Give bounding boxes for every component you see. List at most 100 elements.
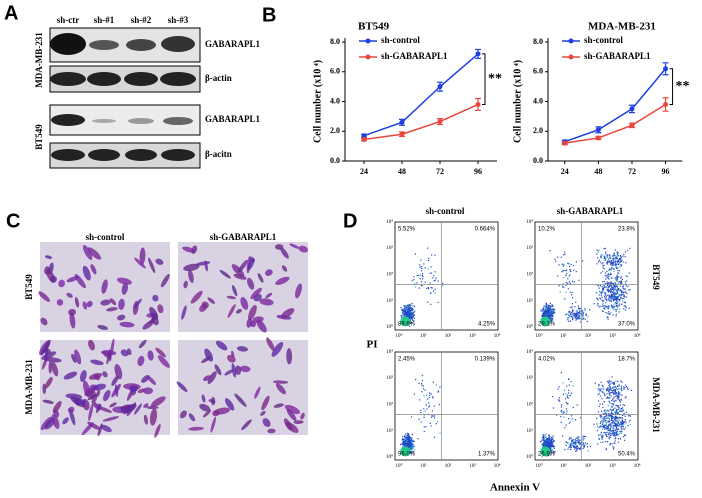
event <box>437 421 438 422</box>
event <box>407 308 408 309</box>
point <box>476 102 481 107</box>
event <box>608 436 609 437</box>
event <box>617 405 618 406</box>
event <box>572 318 573 319</box>
event <box>612 432 613 433</box>
event <box>408 315 409 316</box>
event <box>621 426 622 427</box>
event <box>606 393 607 394</box>
event <box>561 404 562 405</box>
event <box>600 256 601 257</box>
event <box>609 254 610 255</box>
quadrant-percent: 26.9% <box>538 452 556 458</box>
event <box>599 390 600 391</box>
event <box>549 315 550 316</box>
event <box>604 307 605 308</box>
event <box>435 289 436 290</box>
micrograph <box>178 242 309 334</box>
event <box>568 397 569 398</box>
event <box>572 297 573 298</box>
event <box>425 426 426 427</box>
event <box>624 429 625 430</box>
event <box>616 300 617 301</box>
event <box>549 305 550 306</box>
event <box>598 385 599 386</box>
event <box>619 433 620 434</box>
event <box>612 263 613 264</box>
event <box>567 319 568 320</box>
event <box>561 406 562 407</box>
event <box>609 430 610 431</box>
event <box>420 259 421 260</box>
event <box>584 308 585 309</box>
event <box>615 391 616 392</box>
event <box>607 290 608 291</box>
event <box>571 307 572 308</box>
x-tick-label: 10² <box>585 463 592 469</box>
event <box>616 423 617 424</box>
event <box>620 400 621 401</box>
event <box>625 421 626 422</box>
y-tick-label: 4.0 <box>533 96 543 105</box>
event <box>624 302 625 303</box>
event <box>618 283 619 284</box>
event <box>611 426 612 427</box>
event <box>612 306 613 307</box>
event <box>569 317 570 318</box>
event <box>624 305 625 306</box>
event <box>405 434 406 435</box>
event <box>610 299 611 300</box>
event <box>620 261 621 262</box>
event <box>605 260 606 261</box>
event <box>549 441 550 442</box>
event <box>549 308 550 309</box>
event <box>607 295 608 296</box>
event <box>604 413 605 414</box>
event <box>584 446 585 447</box>
event <box>617 258 618 259</box>
event <box>608 415 609 416</box>
event <box>421 421 422 422</box>
event <box>555 261 556 262</box>
event <box>410 308 411 309</box>
event <box>602 386 603 387</box>
event <box>625 384 626 385</box>
event <box>618 388 619 389</box>
quadrant-percent: 5.52% <box>398 227 416 233</box>
event <box>614 422 615 423</box>
y-tick-label: 10⁰ <box>526 324 533 330</box>
event <box>607 254 608 255</box>
event <box>566 413 567 414</box>
column-label: sh-control <box>426 206 465 216</box>
event <box>564 390 565 391</box>
event <box>617 252 618 253</box>
event <box>608 298 609 299</box>
event <box>613 304 614 305</box>
event <box>421 383 422 384</box>
event <box>542 310 543 311</box>
event <box>569 439 570 440</box>
axis-title: PI <box>367 339 378 351</box>
event <box>625 292 626 293</box>
event <box>432 410 433 411</box>
axis-title: Annexin V <box>490 482 540 494</box>
event <box>613 253 614 254</box>
event <box>610 430 611 431</box>
event <box>629 248 630 249</box>
event <box>623 285 624 286</box>
y-axis-title: Cell number (x10 ⁴) <box>512 60 523 143</box>
event <box>567 263 568 264</box>
quadrant-percent: 10.2% <box>538 227 556 233</box>
event <box>544 313 545 314</box>
event <box>616 411 617 412</box>
event <box>410 442 411 443</box>
event <box>576 449 577 450</box>
event <box>621 382 622 383</box>
cell-line-label: BT549 <box>34 124 44 150</box>
y-tick-label: 10² <box>387 401 394 407</box>
event <box>598 388 599 389</box>
event <box>411 303 412 304</box>
event <box>544 441 545 442</box>
event <box>566 445 567 446</box>
event <box>414 394 415 395</box>
